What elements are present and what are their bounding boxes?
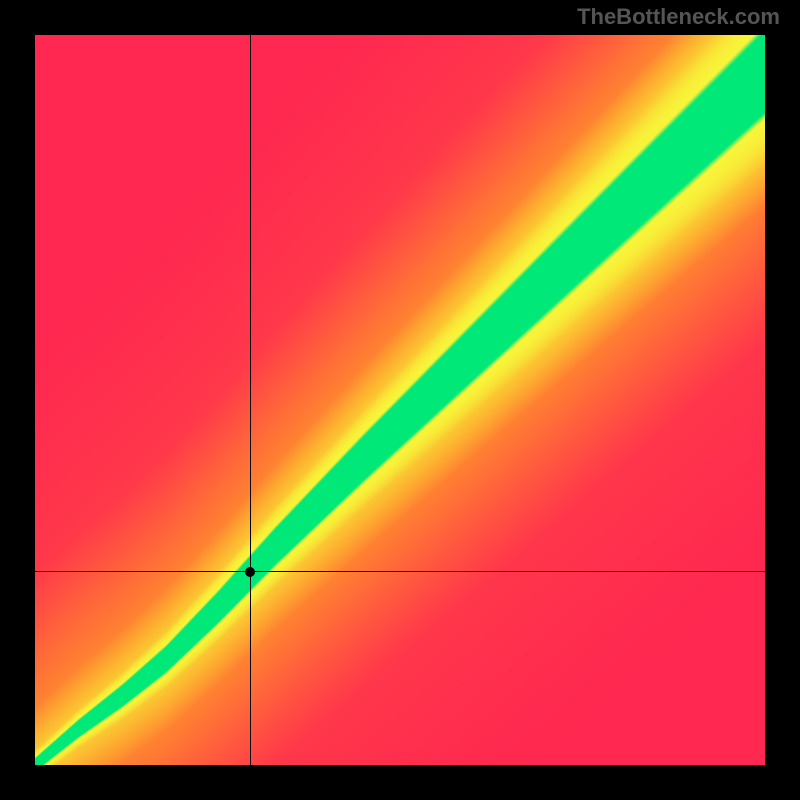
- heatmap-canvas: [35, 35, 765, 765]
- chart-container: TheBottleneck.com: [0, 0, 800, 800]
- crosshair-vertical: [250, 35, 251, 765]
- data-point-marker: [245, 567, 255, 577]
- heatmap-plot: [35, 35, 765, 765]
- watermark-text: TheBottleneck.com: [577, 4, 780, 30]
- crosshair-horizontal: [35, 571, 765, 572]
